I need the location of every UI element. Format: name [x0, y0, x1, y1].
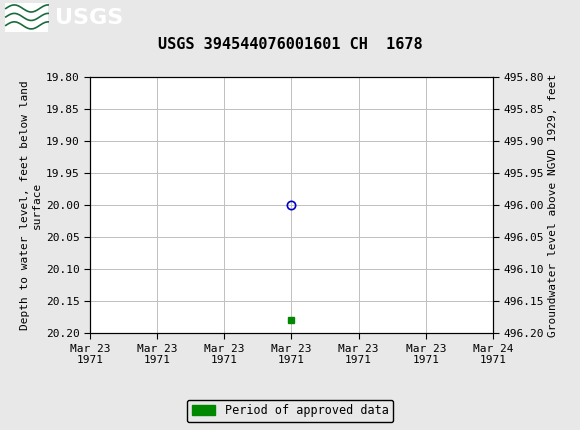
Y-axis label: Depth to water level, feet below land
surface: Depth to water level, feet below land su…	[20, 80, 42, 330]
Y-axis label: Groundwater level above NGVD 1929, feet: Groundwater level above NGVD 1929, feet	[548, 74, 558, 337]
Legend: Period of approved data: Period of approved data	[187, 399, 393, 422]
Text: USGS 394544076001601 CH  1678: USGS 394544076001601 CH 1678	[158, 37, 422, 52]
FancyBboxPatch shape	[5, 3, 48, 32]
Text: USGS: USGS	[55, 8, 124, 28]
